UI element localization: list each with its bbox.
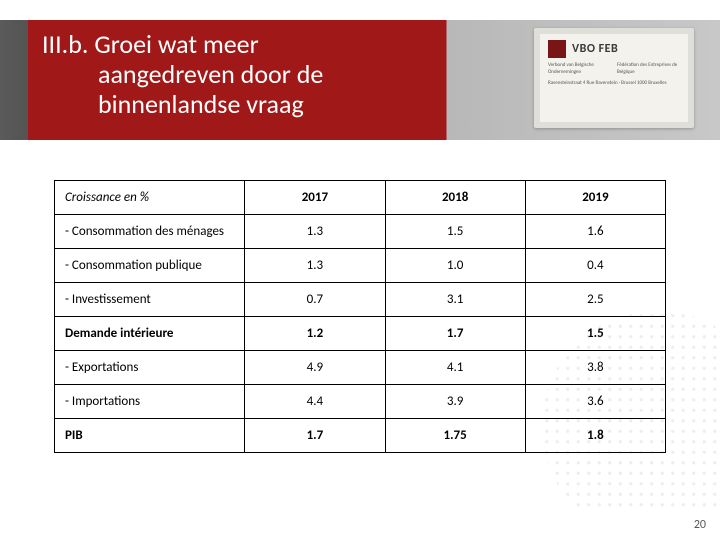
cell-value: 1.7 <box>385 317 525 351</box>
cell-value: 3.9 <box>385 385 525 419</box>
title-line1: III.b. Groei wat meer <box>42 28 259 60</box>
row-label: - Investissement <box>55 283 245 317</box>
cell-value: 1.75 <box>385 419 525 453</box>
table-header-label: Croissance en % <box>55 181 245 215</box>
row-label: - Importations <box>55 385 245 419</box>
table-row: PIB1.71.751.8 <box>55 419 666 453</box>
table-header-row: Croissance en % 2017 2018 2019 <box>55 181 666 215</box>
cell-value: 0.4 <box>525 249 665 283</box>
cell-value: 4.4 <box>245 385 385 419</box>
cell-value: 4.1 <box>385 351 525 385</box>
table-row: - Importations4.43.93.6 <box>55 385 666 419</box>
plaque-logo-text: VBO FEB <box>572 42 618 56</box>
cell-value: 1.8 <box>525 419 665 453</box>
plaque-body: Verbond van Belgische Ondernemingen Fédé… <box>548 62 680 76</box>
row-label: - Consommation des ménages <box>55 215 245 249</box>
plaque-address: Ravensteinstraat 4 Rue Ravenstein · Brus… <box>548 80 680 86</box>
cell-value: 3.1 <box>385 283 525 317</box>
table-row: - Consommation des ménages1.31.51.6 <box>55 215 666 249</box>
cell-value: 1.5 <box>525 317 665 351</box>
row-label: - Consommation publique <box>55 249 245 283</box>
row-label: PIB <box>55 419 245 453</box>
row-label: Demande intérieure <box>55 317 245 351</box>
page-number: 20 <box>694 518 706 532</box>
title-line2: aangedreven door de <box>42 60 323 90</box>
table-row: - Investissement0.73.12.5 <box>55 283 666 317</box>
cell-value: 1.5 <box>385 215 525 249</box>
col-year-1: 2018 <box>385 181 525 215</box>
slide-title-box: III.b. Groei wat meer aangedreven door d… <box>28 20 438 140</box>
org-plaque: VBO FEB Verbond van Belgische Ondernemin… <box>534 28 694 128</box>
data-table-wrap: Croissance en % 2017 2018 2019 - Consomm… <box>54 180 666 453</box>
growth-table: Croissance en % 2017 2018 2019 - Consomm… <box>54 180 666 453</box>
cell-value: 3.6 <box>525 385 665 419</box>
plaque-col-a: Verbond van Belgische Ondernemingen <box>548 62 611 76</box>
cell-value: 4.9 <box>245 351 385 385</box>
cell-value: 1.2 <box>245 317 385 351</box>
plaque-col-b: Fédération des Entreprises de Belgique <box>617 62 680 76</box>
plaque-logo-row: VBO FEB <box>548 40 680 58</box>
col-year-2: 2019 <box>525 181 665 215</box>
cell-value: 0.7 <box>245 283 385 317</box>
table-row: - Consommation publique1.31.00.4 <box>55 249 666 283</box>
cell-value: 2.5 <box>525 283 665 317</box>
title-line3: binnenlandse vraag <box>42 90 304 120</box>
cell-value: 1.7 <box>245 419 385 453</box>
slide-title: III.b. Groei wat meer aangedreven door d… <box>42 30 323 120</box>
table-body: - Consommation des ménages1.31.51.6- Con… <box>55 215 666 453</box>
row-label: - Exportations <box>55 351 245 385</box>
table-row: - Exportations4.94.13.8 <box>55 351 666 385</box>
cell-value: 1.3 <box>245 249 385 283</box>
cell-value: 3.8 <box>525 351 665 385</box>
table-row: Demande intérieure1.21.71.5 <box>55 317 666 351</box>
cell-value: 1.6 <box>525 215 665 249</box>
cell-value: 1.3 <box>245 215 385 249</box>
col-year-0: 2017 <box>245 181 385 215</box>
cell-value: 1.0 <box>385 249 525 283</box>
plaque-logo-icon <box>548 40 566 58</box>
